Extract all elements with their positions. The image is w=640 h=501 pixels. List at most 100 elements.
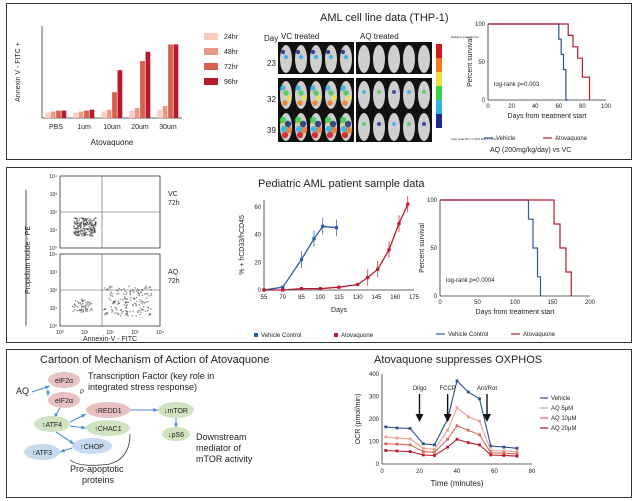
event-dot	[147, 307, 150, 309]
mouse	[388, 81, 400, 109]
event-dot	[144, 293, 146, 295]
data-point	[395, 442, 399, 446]
event-dot	[72, 310, 74, 313]
event-dot	[117, 300, 120, 303]
data-point	[502, 454, 506, 457]
event-dot	[93, 219, 96, 222]
annotation-arrowhead	[443, 414, 452, 422]
legend-label-Vehicle: Vehicle	[551, 396, 571, 402]
event-dot	[107, 288, 110, 291]
data-point	[395, 449, 399, 453]
event-dot	[129, 292, 131, 295]
data-point	[478, 419, 481, 423]
signal-spot	[286, 95, 292, 101]
event-dot	[134, 302, 136, 305]
event-dot	[123, 293, 125, 295]
tf-text-1: Transcription Factor (key role in	[88, 371, 214, 381]
event-dot	[145, 301, 147, 303]
event-dot	[76, 306, 79, 308]
y-tick-label: 10⁴	[49, 252, 57, 258]
signal-spot	[298, 90, 304, 96]
event-dot	[80, 309, 83, 311]
event-dot	[103, 287, 106, 289]
redd1-node	[86, 402, 130, 418]
event-dot	[77, 222, 79, 225]
series-line-Atovaquone	[264, 203, 409, 291]
y-tick-label: 400	[369, 372, 380, 378]
event-dot	[79, 217, 81, 219]
signal-spot	[377, 122, 381, 126]
event-dot	[76, 301, 79, 303]
x-tick-label: 20	[416, 469, 423, 475]
event-dot	[81, 299, 83, 302]
y-axis-label: Percent survival	[419, 223, 426, 273]
mouse	[358, 113, 370, 141]
bar-48hr-30um	[162, 106, 168, 118]
event-dot	[142, 306, 145, 308]
tf-text-2: integrated stress response)	[88, 382, 197, 392]
mouse	[403, 81, 415, 109]
event-dot	[120, 312, 123, 314]
event-dot	[80, 224, 82, 227]
event-dot	[116, 293, 118, 295]
y-tick-label: 40	[254, 233, 261, 239]
event-dot	[135, 290, 138, 292]
mtor-node	[158, 402, 194, 418]
signal-spot	[279, 116, 287, 124]
data-point	[262, 288, 266, 292]
event-dot	[110, 308, 113, 311]
legend-swatch-Vehicle Control	[254, 333, 258, 337]
x-tick-label: 10⁴	[156, 330, 164, 336]
event-dot	[79, 225, 81, 227]
event-dot	[82, 306, 85, 308]
event-dot	[123, 297, 126, 300]
event-dot	[91, 224, 93, 227]
legend-swatch-Atovaquone	[334, 333, 338, 337]
x-tick-label: 100	[510, 300, 521, 306]
data-point	[408, 450, 412, 454]
x-tick-label: 150	[547, 300, 558, 306]
event-dot	[150, 308, 152, 310]
event-dot	[133, 298, 135, 300]
x-tick-label: 80	[579, 104, 586, 110]
ocr-title: Atovaquone suppresses OXPHOS	[374, 354, 543, 366]
signal-spot	[282, 100, 288, 106]
event-dot	[137, 310, 139, 312]
mouse	[418, 45, 430, 73]
x-tick-label: 100	[601, 104, 612, 110]
arrow-head	[46, 391, 50, 396]
event-dot	[125, 304, 127, 307]
y-tick-label: 100	[475, 22, 486, 28]
event-dot	[136, 300, 138, 303]
event-dot	[90, 235, 93, 237]
annotation-Ant/Rot: Ant/Rot	[477, 386, 497, 392]
event-dot	[138, 293, 140, 295]
data-point	[455, 437, 459, 441]
event-dot	[127, 314, 129, 317]
signal-spot	[298, 54, 304, 60]
event-dot	[141, 302, 143, 305]
data-point	[421, 450, 425, 454]
event-dot	[90, 228, 93, 230]
legend-label-48hr: 48hr	[224, 49, 239, 56]
event-dot	[146, 287, 149, 289]
event-dot	[125, 306, 127, 309]
bar-48hr-20um	[134, 107, 140, 118]
y-tick-label: 10²	[50, 288, 58, 294]
signal-spot	[284, 120, 292, 128]
signal-spot	[313, 54, 319, 60]
event-dot	[85, 301, 87, 304]
flow-cytometry-plots: VC 72h 10⁰ 10¹ 10² 10³ 10⁴ AQ 72h 10⁰ 10¹ 10² 10³ 10⁴…	[25, 174, 180, 343]
atf4-label: ↑ATF4	[42, 422, 62, 429]
y-tick-label: 10¹	[50, 228, 58, 234]
mouse	[418, 113, 430, 141]
signal-spot	[313, 90, 319, 96]
event-dot	[118, 302, 121, 305]
event-dot	[83, 220, 85, 222]
event-dot	[111, 285, 113, 288]
x-tick-label: 30um	[159, 124, 177, 131]
event-dot	[139, 301, 142, 303]
event-dot	[125, 310, 127, 312]
flow-sub-label: 72h	[168, 200, 180, 207]
legend-label-24hr: 24hr	[224, 34, 239, 41]
